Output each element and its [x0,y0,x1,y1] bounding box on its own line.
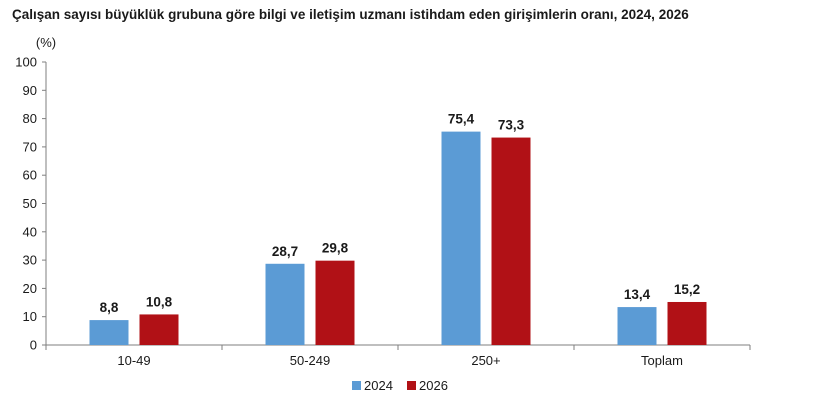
legend-swatch-2024 [352,381,361,390]
bar-2026-10-49 [139,314,179,345]
data-label: 8,8 [100,300,119,315]
bar-2024-10-49 [89,320,129,345]
data-label: 73,3 [498,118,525,133]
y-tick-label: 100 [15,55,37,70]
y-tick-label: 70 [23,139,37,154]
y-tick-label: 90 [23,83,37,98]
y-axis-ticks: 0 10 20 30 40 50 60 70 80 90 100 [15,55,46,353]
data-label: 28,7 [272,244,298,259]
legend-swatch-2026 [407,381,416,390]
y-tick-label: 80 [23,111,37,126]
bar-2026-50-249 [315,260,355,345]
y-tick-label: 50 [23,196,37,211]
data-label: 13,4 [624,287,651,302]
data-label: 15,2 [674,282,700,297]
x-tick-label: 50-249 [290,353,330,368]
x-axis-ticks: 10-49 50-249 250+ Toplam [45,345,751,368]
legend-label-2026: 2026 [419,378,448,393]
y-tick-label: 20 [23,281,37,296]
bar-2026-250+ [491,137,531,345]
bar-2024-250+ [441,131,481,345]
data-label: 10,8 [146,294,173,309]
y-tick-label: 10 [23,309,37,324]
bar-2024-Toplam [617,307,657,345]
bar-series [89,131,707,345]
y-tick-label: 40 [23,224,37,239]
y-axis-unit-label: (%) [36,35,56,50]
bar-2026-Toplam [667,301,707,345]
chart-title: Çalışan sayısı büyüklük grubuna göre bil… [12,7,689,22]
legend-label-2024: 2024 [364,378,393,393]
x-tick-label: Toplam [641,353,683,368]
y-tick-label: 60 [23,168,37,183]
x-tick-label: 10-49 [117,353,150,368]
x-tick-label: 250+ [471,353,500,368]
data-label: 29,8 [322,241,349,256]
data-label: 75,4 [448,112,475,127]
legend: 2024 2026 [352,378,448,393]
y-tick-label: 30 [23,253,37,268]
data-labels: 8,8 10,8 28,7 29,8 75,4 73,3 13,4 15,2 [100,112,701,315]
bar-2024-50-249 [265,263,305,345]
y-tick-label: 0 [30,338,37,353]
